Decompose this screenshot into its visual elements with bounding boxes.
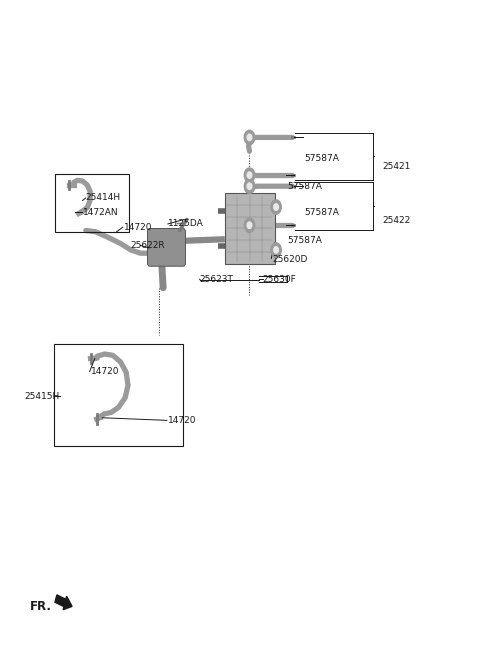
Circle shape [271,243,281,257]
Circle shape [244,179,255,194]
Text: 14720: 14720 [168,416,196,425]
Circle shape [247,222,252,228]
Text: 1125DA: 1125DA [168,219,204,228]
Circle shape [274,247,278,253]
Text: 25414H: 25414H [86,194,121,203]
FancyArrow shape [55,595,72,609]
Circle shape [271,200,281,214]
Circle shape [244,168,255,182]
Text: 25623T: 25623T [200,275,234,283]
Circle shape [274,204,278,210]
Text: 1472AN: 1472AN [83,208,118,216]
Text: 57587A: 57587A [304,208,339,216]
Circle shape [247,134,252,140]
Text: 57587A: 57587A [304,154,339,163]
Text: 57587A: 57587A [288,236,322,245]
Text: 14720: 14720 [91,367,119,376]
Text: 25622R: 25622R [130,241,165,250]
Text: FR.: FR. [30,600,52,613]
Text: 25421: 25421 [383,162,411,171]
Circle shape [247,183,252,190]
Circle shape [247,172,252,178]
Text: 25422: 25422 [383,216,410,225]
Text: 25415H: 25415H [24,392,60,401]
FancyBboxPatch shape [225,193,275,264]
FancyBboxPatch shape [147,228,185,266]
Text: 14720: 14720 [124,222,152,232]
Text: 25620D: 25620D [272,255,308,264]
Text: 57587A: 57587A [288,182,322,191]
Circle shape [244,218,255,232]
Text: 25630F: 25630F [263,275,297,283]
Circle shape [244,131,255,144]
